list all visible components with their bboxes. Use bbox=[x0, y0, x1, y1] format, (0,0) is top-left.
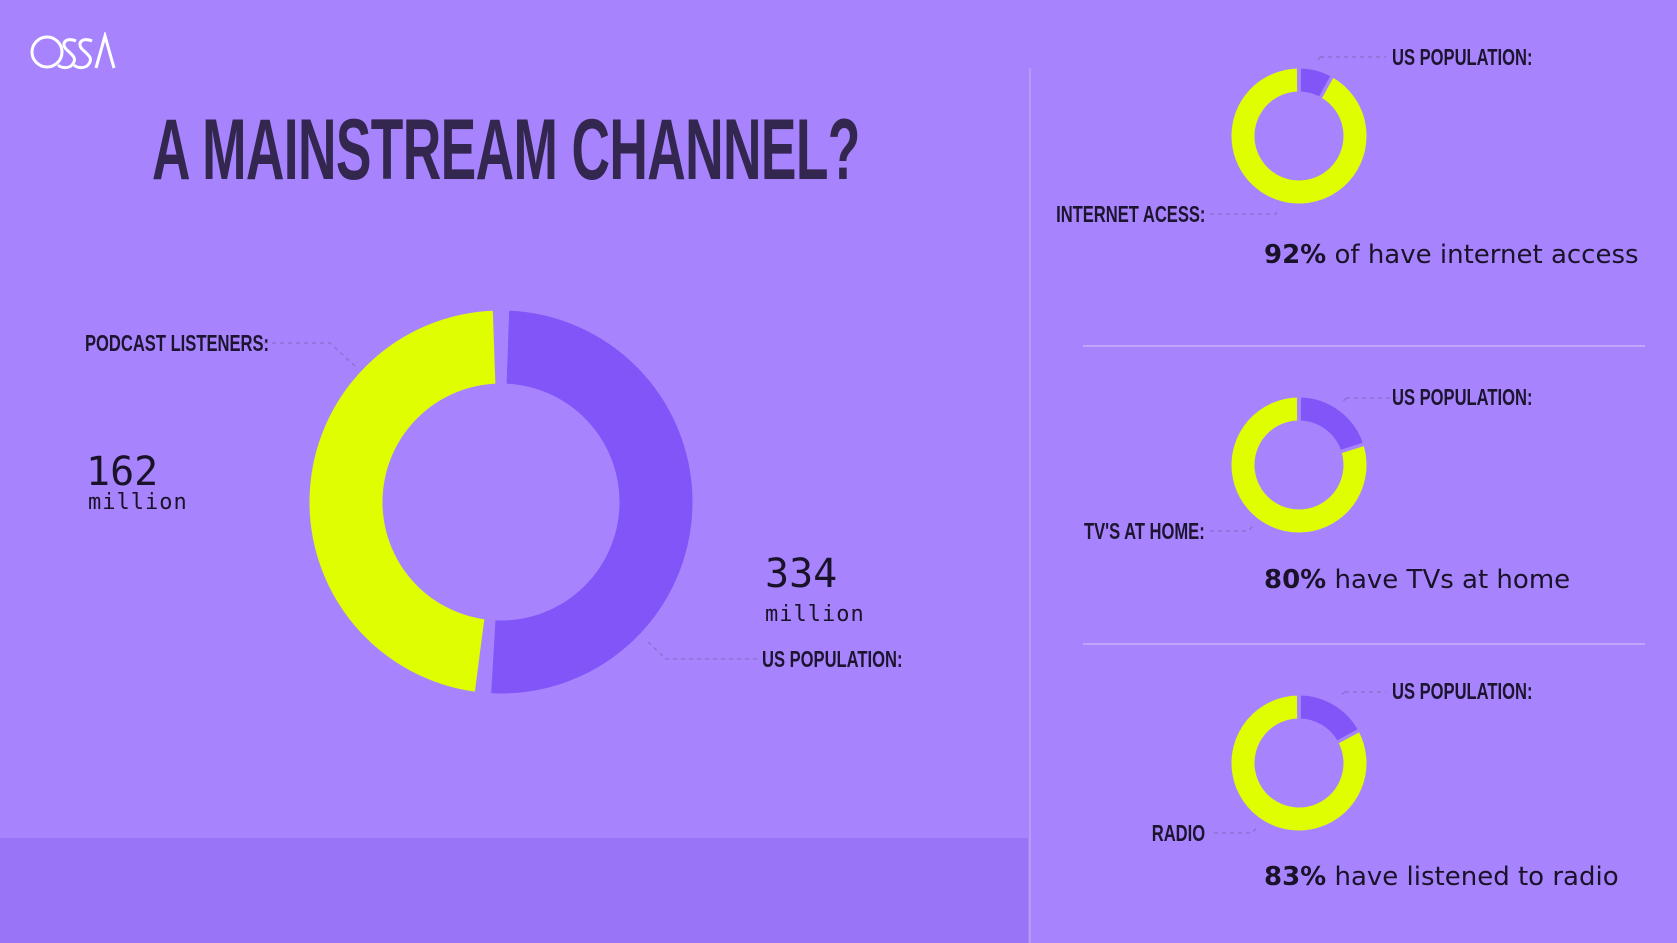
donut-segment-podcast-listeners bbox=[306, 307, 499, 695]
page-title: A MAINSTREAM CHANNEL? bbox=[152, 102, 860, 198]
tv-at-home-label: TV'S AT HOME: bbox=[1084, 518, 1205, 544]
tv-stat-value: 80% bbox=[1264, 565, 1327, 595]
radio-label: RADIO bbox=[1151, 820, 1205, 846]
internet-stat-value: 92% bbox=[1264, 240, 1327, 270]
leader-line-population bbox=[647, 641, 760, 660]
tv-stat: 80% have TVs at home bbox=[1264, 565, 1570, 595]
podcast-listeners-label: PODCAST LISTENERS: bbox=[85, 330, 270, 356]
us-population-unit: million bbox=[765, 602, 865, 627]
podcast-listeners-value: 162 bbox=[86, 449, 159, 495]
radio-donut-share bbox=[1228, 692, 1370, 834]
tv-stat-text: have TVs at home bbox=[1326, 565, 1571, 595]
internet-stat: 92% of have internet access bbox=[1264, 240, 1639, 270]
ossa-logo bbox=[30, 32, 116, 70]
section-divider-1 bbox=[1083, 345, 1645, 347]
vertical-divider bbox=[1029, 68, 1031, 943]
bottom-band bbox=[0, 838, 1028, 943]
leader-line-listeners bbox=[240, 342, 357, 368]
tv-donut-share bbox=[1228, 394, 1370, 536]
radio-us-population-label: US POPULATION: bbox=[1392, 678, 1533, 704]
leader-line-internet-side bbox=[1210, 208, 1279, 215]
leader-line-tv-side bbox=[1210, 524, 1255, 532]
tv-donut-remainder bbox=[1297, 394, 1367, 454]
internet-stat-text: of have internet access bbox=[1326, 240, 1639, 270]
us-population-label: US POPULATION: bbox=[762, 646, 903, 672]
radio-stat-text: have listened to radio bbox=[1326, 862, 1619, 892]
section-divider-2 bbox=[1083, 643, 1645, 645]
tv-us-population-label: US POPULATION: bbox=[1392, 384, 1533, 410]
podcast-listeners-unit: million bbox=[88, 490, 188, 515]
radio-stat-value: 83% bbox=[1264, 862, 1327, 892]
donut-segment-us-population bbox=[488, 307, 696, 697]
internet-us-population-label: US POPULATION: bbox=[1392, 44, 1533, 70]
us-population-value: 334 bbox=[765, 551, 838, 597]
internet-access-label: INTERNET ACESS: bbox=[1055, 201, 1205, 227]
leader-line-radio-side bbox=[1214, 825, 1259, 834]
radio-stat: 83% have listened to radio bbox=[1264, 862, 1619, 892]
internet-donut-share bbox=[1228, 65, 1370, 207]
